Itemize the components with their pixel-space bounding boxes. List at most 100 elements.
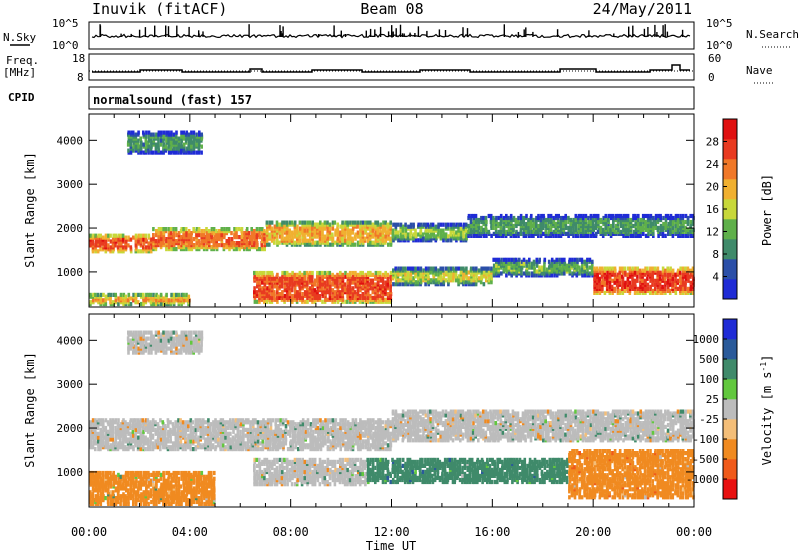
scatter-cell	[284, 418, 288, 423]
scatter-cell	[346, 236, 350, 241]
scatter-cell	[209, 422, 213, 427]
scatter-cell	[164, 144, 168, 149]
scatter-cell	[99, 437, 103, 442]
scatter-cell	[361, 276, 365, 281]
scatter-cell	[281, 433, 285, 438]
scatter-cell	[318, 232, 322, 237]
scatter-cell	[222, 447, 225, 452]
scatter-cell	[321, 222, 324, 227]
scatter-cell	[155, 229, 158, 234]
scatter-cell	[320, 270, 324, 276]
scatter-cell	[583, 273, 587, 278]
scatter-cell	[263, 270, 266, 276]
scatter-cell	[379, 284, 383, 289]
scatter-cell	[96, 431, 100, 436]
scatter-cell	[291, 420, 295, 425]
scatter-cell	[174, 439, 178, 444]
scatter-cell	[150, 245, 153, 250]
scatter-cell	[124, 445, 127, 450]
scatter-cell	[494, 263, 498, 268]
scatter-cell	[364, 272, 367, 277]
scatter-cell	[227, 431, 230, 436]
scatter-cell	[331, 226, 335, 231]
scatter-cell	[391, 232, 395, 237]
scatter-cell	[184, 447, 187, 452]
scatter-cell	[167, 227, 171, 232]
scatter-cell	[684, 219, 687, 225]
scatter-cell	[519, 213, 523, 219]
scatter-cell	[604, 213, 608, 219]
scatter-cell	[319, 220, 322, 225]
scatter-cell	[662, 215, 665, 221]
scatter-cell	[425, 234, 428, 239]
scatter-cell	[626, 213, 630, 219]
scatter-cell	[639, 227, 642, 232]
scatter-cell	[255, 233, 259, 238]
scatter-cell	[205, 231, 209, 236]
scatter-cell	[283, 236, 287, 241]
scatter-cell	[149, 420, 152, 425]
scatter-cell	[437, 272, 440, 277]
scatter-cell	[331, 293, 334, 299]
scatter-cell	[199, 418, 202, 423]
scatter-cell	[469, 266, 473, 271]
scatter-cell	[550, 273, 553, 278]
scatter-cell	[140, 301, 143, 307]
scatter-cell	[399, 234, 403, 239]
scatter-cell	[283, 220, 286, 225]
scatter-cell	[666, 272, 670, 277]
scatter-cell	[129, 245, 133, 250]
scatter-cell	[172, 425, 175, 431]
scatter-cell	[328, 274, 332, 279]
scatter-cell	[194, 427, 198, 432]
scatter-cell	[147, 134, 151, 139]
nsearch-tick-top: 10^5	[706, 17, 733, 30]
scatter-cell	[462, 222, 466, 227]
scatter-cell	[291, 425, 295, 431]
scatter-cell	[618, 266, 622, 271]
scatter-cell	[157, 142, 160, 147]
scatter-cell	[237, 424, 240, 429]
scatter-cell	[595, 266, 599, 271]
y-tick-label: 2000	[57, 222, 84, 235]
scatter-cell	[301, 447, 305, 452]
scatter-cell	[261, 235, 264, 240]
scatter-cell	[646, 266, 649, 271]
scatter-cell	[623, 288, 627, 293]
scatter-cell	[94, 447, 97, 452]
scatter-cell	[241, 447, 245, 452]
scatter-cell	[689, 280, 693, 285]
scatter-cell	[97, 447, 100, 452]
scatter-cell	[346, 286, 349, 291]
scatter-cell	[274, 425, 278, 431]
scatter-cell	[407, 266, 410, 271]
scatter-cell	[184, 427, 187, 432]
scatter-cell	[258, 247, 262, 252]
scatter-cell	[467, 213, 471, 219]
scatter-cell	[164, 424, 167, 429]
scatter-cell	[301, 284, 304, 289]
scatter-cell	[164, 431, 167, 436]
scatter-cell	[359, 220, 362, 225]
scatter-cell	[309, 234, 312, 239]
scatter-cell	[576, 257, 579, 262]
scatter-cell	[155, 132, 158, 137]
scatter-cell	[230, 237, 234, 242]
scatter-cell	[99, 427, 103, 432]
scatter-cell	[336, 284, 339, 289]
scatter-cell	[462, 266, 465, 271]
scatter-cell	[417, 276, 420, 281]
scatter-cell	[137, 249, 140, 254]
scatter-cell	[142, 142, 145, 147]
scatter-cell	[559, 223, 562, 229]
scatter-cell	[106, 445, 110, 450]
scatter-cell	[674, 290, 678, 295]
scatter-cell	[572, 217, 575, 223]
scatter-cell	[215, 229, 218, 234]
scatter-cell	[224, 445, 227, 450]
scatter-cell	[229, 431, 232, 436]
scatter-cell	[162, 237, 166, 242]
scatter-cell	[129, 424, 132, 429]
scatter-cell	[593, 282, 596, 287]
scatter-cell	[587, 215, 590, 221]
